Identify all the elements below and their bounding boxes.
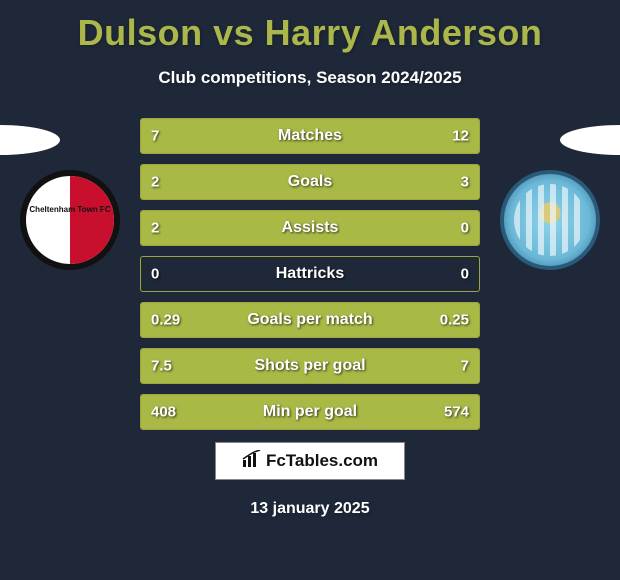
stat-label: Min per goal: [141, 403, 479, 421]
source-logo-text: FcTables.com: [266, 451, 378, 471]
stat-row: 408574Min per goal: [140, 394, 480, 430]
player-shadow-left: [0, 125, 60, 155]
stat-label: Shots per goal: [141, 357, 479, 375]
stat-label: Hattricks: [141, 265, 479, 283]
stat-row: 0.290.25Goals per match: [140, 302, 480, 338]
team-badge-left-label: Cheltenham Town FC: [20, 205, 120, 214]
date-label: 13 january 2025: [0, 500, 620, 518]
stat-label: Goals per match: [141, 311, 479, 329]
stat-row: 712Matches: [140, 118, 480, 154]
stat-label: Goals: [141, 173, 479, 191]
stats-table: 712Matches 23Goals 20Assists 00Hattricks 0.2…: [140, 118, 480, 440]
stat-label: Assists: [141, 219, 479, 237]
source-logo: FcTables.com: [215, 442, 405, 480]
stat-row: 20Assists: [140, 210, 480, 246]
player-shadow-right: [560, 125, 620, 155]
stat-row: 7.57Shots per goal: [140, 348, 480, 384]
stat-row: 23Goals: [140, 164, 480, 200]
team-badge-right: [500, 170, 600, 270]
page-title: Dulson vs Harry Anderson: [0, 0, 620, 54]
team-badge-left: [20, 170, 120, 270]
subtitle: Club competitions, Season 2024/2025: [0, 68, 620, 88]
chart-icon: [242, 450, 262, 473]
stat-label: Matches: [141, 127, 479, 145]
stat-row: 00Hattricks: [140, 256, 480, 292]
